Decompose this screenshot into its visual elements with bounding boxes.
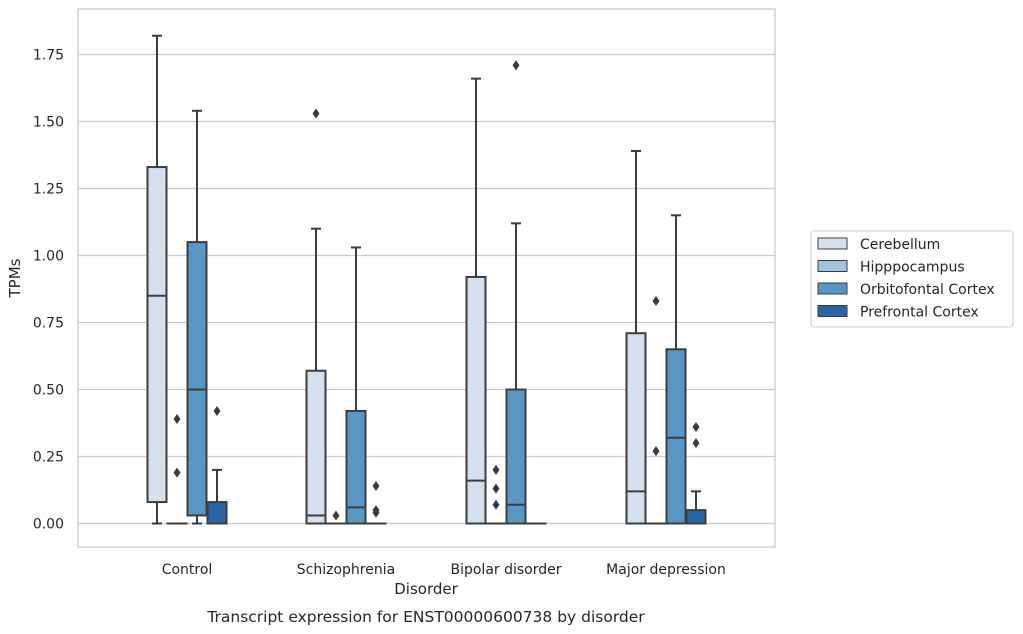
series-prefrontal-cortex: [206, 405, 707, 525]
outlier-point: [492, 499, 500, 510]
plot-frame: [77, 8, 776, 548]
box: [685, 509, 707, 525]
x-axis-title: Disorder: [394, 580, 458, 598]
chart-caption: Transcript expression for ENST0000060073…: [206, 608, 645, 626]
series-hipppocampus: [166, 296, 667, 525]
outlier-point: [173, 413, 181, 424]
legend-swatch: [817, 260, 848, 272]
y-tick-label: 0.00: [33, 517, 64, 533]
x-tick-labels: Control Schizophrenia Bipolar disorder Majo…: [162, 562, 726, 578]
series-orbitofontal-cortex: [186, 60, 687, 525]
legend-label: Orbitofontal Cortex: [860, 282, 995, 298]
outlier-point: [692, 438, 700, 449]
outlier-point: [372, 480, 380, 491]
y-tick-label: 1.75: [33, 48, 64, 64]
box: [505, 388, 527, 525]
outlier-point: [512, 60, 520, 71]
outlier-point: [492, 464, 500, 475]
outlier-point: [213, 405, 221, 416]
box-series: [146, 34, 707, 525]
x-tick-label: Bipolar disorder: [450, 562, 561, 578]
y-tick-label: 0.25: [33, 450, 64, 466]
y-tick-label: 0.50: [33, 383, 64, 399]
box: [345, 409, 367, 525]
outlier-point: [652, 296, 660, 307]
legend-swatch: [817, 305, 848, 317]
outlier-point: [652, 446, 660, 457]
y-tick-label: 1.25: [33, 182, 64, 198]
x-tick-label: Major depression: [606, 562, 726, 578]
y-tick-label: 1.00: [33, 249, 64, 265]
legend-label: Cerebellum: [860, 237, 940, 253]
box: [465, 275, 487, 525]
series-cerebellum: [146, 34, 647, 525]
outlier-point: [692, 422, 700, 433]
box: [625, 332, 647, 525]
box: [186, 241, 208, 517]
x-tick-label: Schizophrenia: [297, 562, 395, 578]
y-tick-label: 0.75: [33, 316, 64, 332]
y-axis-title: TPMs: [6, 258, 24, 298]
box: [305, 369, 327, 525]
legend-swatch: [817, 237, 848, 250]
box: [665, 348, 687, 525]
legend-swatch: [817, 282, 848, 295]
legend: Cerebellum Hipppocampus Orbitofontal Corte…: [810, 230, 1014, 328]
legend-label: Prefrontal Cortex: [860, 305, 979, 321]
x-tick-label: Control: [162, 562, 213, 578]
box: [206, 501, 228, 525]
outlier-point: [312, 108, 320, 119]
box: [146, 166, 168, 504]
outlier-point: [372, 505, 380, 516]
y-tick-label: 1.50: [33, 115, 64, 131]
legend-label: Hipppocampus: [860, 260, 965, 276]
outlier-point: [173, 467, 181, 478]
y-tick-labels: 0.00 0.25 0.50 0.75 1.00 1.25 1.50 1.75: [33, 48, 64, 533]
outlier-point: [332, 510, 340, 521]
legend-frame: [810, 230, 1014, 328]
outlier-point: [492, 483, 500, 494]
